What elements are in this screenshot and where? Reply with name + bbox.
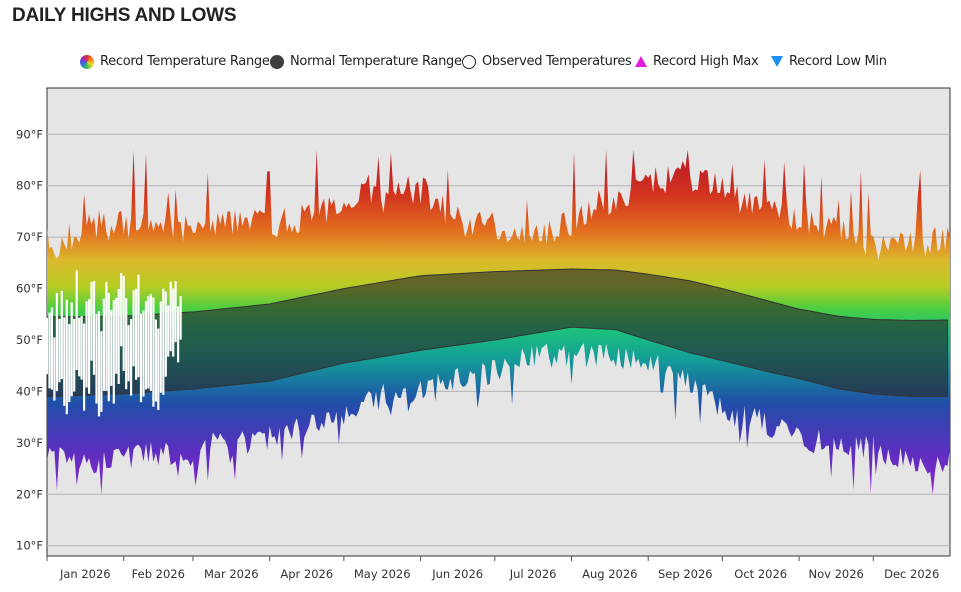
chart-title: DAILY HIGHS AND LOWS xyxy=(12,5,237,26)
observed-temperature-bar xyxy=(55,292,58,392)
observed-temperature-bar xyxy=(142,310,145,397)
rainbow-circle-icon xyxy=(80,54,94,69)
observed-temperature-bar xyxy=(45,317,49,375)
x-tick-label: Oct 2026 xyxy=(734,567,787,581)
legend-observed[interactable]: Observed Temperatures xyxy=(462,54,632,69)
observed-temperature-bar xyxy=(90,282,93,361)
y-tick-label: 30°F xyxy=(16,436,43,450)
y-tick-label: 60°F xyxy=(16,282,43,296)
observed-temperature-bar xyxy=(100,331,103,412)
observed-temperature-bar xyxy=(127,325,130,382)
normal-temperature-range xyxy=(46,268,948,398)
observed-temperature-bar xyxy=(179,296,182,340)
observed-temperature-bar xyxy=(169,281,172,352)
observed-temperature-bar xyxy=(102,298,105,391)
x-tick-label: Apr 2026 xyxy=(280,567,333,581)
observed-temperature-bar xyxy=(164,291,167,377)
observed-temperature-bar xyxy=(167,305,170,357)
observed-temperature-bar xyxy=(80,316,83,380)
legend-record-high-max[interactable]: Record High Max xyxy=(635,54,759,69)
observed-temperature-bar xyxy=(78,317,81,377)
observed-temperature-bar xyxy=(174,281,177,343)
observed-temperature-bar xyxy=(177,306,180,363)
legend-record-low-min[interactable]: Record Low Min xyxy=(771,54,887,69)
observed-temperature-bar xyxy=(172,288,175,357)
observed-temperature-bar xyxy=(58,319,61,383)
observed-temperature-bar xyxy=(147,296,150,389)
observed-temperature-bar xyxy=(107,293,110,402)
axes: 10°F 20°F 30°F 40°F 50°F 60°F 70°F 80°F 90°F Jan … xyxy=(16,127,939,581)
x-tick-label: Jun 2026 xyxy=(431,567,483,581)
chart-legend: Record Temperature Range Normal Temperat… xyxy=(0,54,961,74)
observed-temperature-bar xyxy=(60,290,63,379)
y-tick-label: 50°F xyxy=(16,333,43,347)
legend-label: Observed Temperatures xyxy=(482,54,632,69)
observed-temperature-bar xyxy=(154,319,157,402)
observed-temperature-bar xyxy=(162,288,165,395)
y-tick-label: 20°F xyxy=(16,487,43,501)
observed-temperature-bar xyxy=(48,312,51,389)
y-tick-label: 70°F xyxy=(16,230,43,244)
observed-temperature-bar xyxy=(130,319,133,396)
legend-label: Record Temperature Range xyxy=(100,54,270,69)
observed-temperature-bar xyxy=(83,323,86,411)
y-tick-label: 10°F xyxy=(16,539,43,553)
dark-circle-icon xyxy=(270,54,284,69)
open-circle-icon xyxy=(462,54,476,69)
observed-temperature-bar xyxy=(50,307,53,390)
x-tick-label: Feb 2026 xyxy=(132,567,185,581)
observed-temperature-bar xyxy=(95,313,98,404)
legend-label: Record High Max xyxy=(653,54,759,69)
observed-temperature-bar xyxy=(152,297,155,407)
observed-temperature-bar xyxy=(63,317,66,406)
observed-temperature-bar xyxy=(137,274,140,378)
observed-temperature-bar xyxy=(53,337,56,401)
x-tick-label: Mar 2026 xyxy=(204,567,259,581)
observed-temperature-bar xyxy=(110,309,113,386)
normal-range-layer xyxy=(46,268,948,398)
observed-temperature-bar xyxy=(132,290,135,367)
observed-temperature-bar xyxy=(105,281,108,391)
x-tick-label: Sep 2026 xyxy=(658,567,713,581)
y-tick-label: 80°F xyxy=(16,179,43,193)
observed-temperature-bar xyxy=(157,328,160,410)
observed-temperature-bar xyxy=(85,301,88,388)
observed-temperature-bar xyxy=(144,301,148,390)
x-tick-label: Jan 2026 xyxy=(59,567,111,581)
legend-record-range[interactable]: Record Temperature Range xyxy=(80,54,270,69)
observed-temperature-bar xyxy=(149,294,152,391)
legend-normal-range[interactable]: Normal Temperature Range xyxy=(270,54,462,69)
observed-temperature-bar xyxy=(139,313,143,403)
observed-temperature-bar xyxy=(92,281,96,375)
observed-temperature-bar xyxy=(75,270,78,370)
legend-label: Record Low Min xyxy=(789,54,887,69)
observed-temperature-bar xyxy=(112,300,115,404)
observed-temperature-bar xyxy=(97,311,101,417)
x-tick-label: Jul 2026 xyxy=(509,567,557,581)
observed-temperature-bar xyxy=(125,298,128,390)
x-tick-label: May 2026 xyxy=(354,567,411,581)
observed-temperature-bar xyxy=(88,299,91,394)
magenta-triangle-up-icon xyxy=(635,56,647,67)
observed-temperature-bar xyxy=(68,324,71,403)
observed-temperature-bar xyxy=(135,288,138,380)
observed-temperature-bar xyxy=(122,276,125,371)
observed-temperature-bar xyxy=(159,301,162,393)
observed-layer xyxy=(45,270,182,417)
observed-temperature-bar xyxy=(120,273,123,347)
y-tick-label: 90°F xyxy=(16,127,43,141)
observed-temperature-bar xyxy=(70,302,73,397)
legend-label: Normal Temperature Range xyxy=(290,54,462,69)
x-tick-label: Nov 2026 xyxy=(809,567,864,581)
x-tick-label: Dec 2026 xyxy=(884,567,939,581)
observed-temperature-bar xyxy=(117,289,120,384)
blue-triangle-down-icon xyxy=(771,56,783,67)
observed-temperature-bar xyxy=(73,318,76,392)
observed-temperature-bar xyxy=(65,299,68,415)
x-tick-label: Aug 2026 xyxy=(582,567,637,581)
observed-temperature-bar xyxy=(115,297,118,374)
y-tick-label: 40°F xyxy=(16,384,43,398)
